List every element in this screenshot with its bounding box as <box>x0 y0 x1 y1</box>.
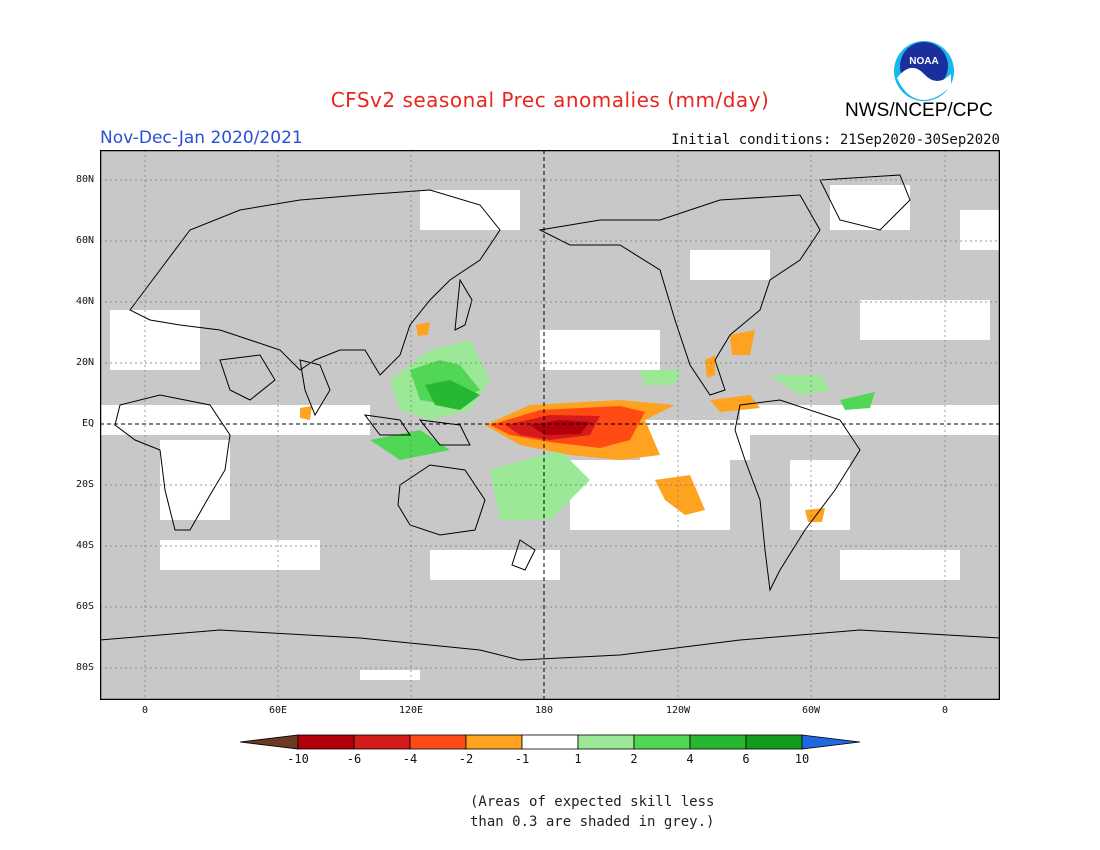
footnote-line-1: (Areas of expected skill less <box>470 794 715 810</box>
forecast-period: Nov-Dec-Jan 2020/2021 <box>100 128 303 148</box>
lat-label: EQ <box>81 418 94 429</box>
lon-label: 60E <box>268 705 288 716</box>
lat-label: 80N <box>75 174 94 185</box>
precip-anomaly-map <box>100 150 1000 700</box>
map-frame <box>100 150 1000 700</box>
neutral-anomaly-regions <box>100 185 1000 680</box>
footnote: (Areas of expected skill less than 0.3 a… <box>470 792 714 832</box>
colorbar-swatch <box>409 734 467 750</box>
colorbar-tick-label: 6 <box>742 752 750 766</box>
colorbar-high-triangle <box>801 734 860 750</box>
colorbar-tick-label: 1 <box>574 752 582 766</box>
lat-label: 20N <box>75 357 94 368</box>
colorbar-tick-label: -10 <box>287 752 309 766</box>
colorbar-swatches <box>240 734 860 750</box>
colorbar-tick-label: -1 <box>514 752 530 766</box>
lon-label: 60W <box>801 705 821 716</box>
lon-label: 120W <box>665 705 691 716</box>
footnote-line-2: than 0.3 are shaded in grey.) <box>470 814 715 830</box>
lat-label: 60S <box>75 601 94 612</box>
lat-label: 60N <box>75 235 94 246</box>
colorbar-tick-label: -6 <box>346 752 362 766</box>
graticule <box>100 150 1000 700</box>
colorbar-swatch <box>633 734 691 750</box>
colorbar-tick-label: -2 <box>458 752 474 766</box>
initial-conditions: Initial conditions: 21Sep2020-30Sep2020 <box>671 132 1000 148</box>
logo-text: NOAA <box>909 56 938 67</box>
dry-anomaly-regions <box>300 322 825 522</box>
colorbar-swatch <box>577 734 635 750</box>
lon-label: 0 <box>141 705 149 716</box>
coastlines <box>100 174 1000 661</box>
lat-label: 40S <box>75 540 94 551</box>
colorbar-swatch <box>689 734 747 750</box>
lon-label: 120E <box>398 705 424 716</box>
lat-label: 40N <box>75 296 94 307</box>
colorbar-swatch <box>745 734 803 750</box>
colorbar-tick-label: 10 <box>794 752 810 766</box>
colorbar-swatch <box>521 734 579 750</box>
lon-label: 180 <box>534 705 554 716</box>
agency-label: NWS/NCEP/CPC <box>845 100 993 121</box>
colorbar-swatch <box>297 734 355 750</box>
colorbar <box>240 734 860 750</box>
lat-label: 80S <box>75 662 94 673</box>
wet-anomaly-regions <box>370 340 875 520</box>
lat-label: 20S <box>75 479 94 490</box>
colorbar-low-triangle <box>240 734 299 750</box>
noaa-logo: NOAA <box>894 41 954 101</box>
colorbar-swatch <box>465 734 523 750</box>
map-title: CFSv2 seasonal Prec anomalies (mm/day) <box>330 88 770 112</box>
lon-label: 0 <box>941 705 949 716</box>
colorbar-tick-label: 2 <box>630 752 638 766</box>
colorbar-tick-label: -4 <box>402 752 418 766</box>
colorbar-tick-label: 4 <box>686 752 694 766</box>
colorbar-swatch <box>353 734 411 750</box>
